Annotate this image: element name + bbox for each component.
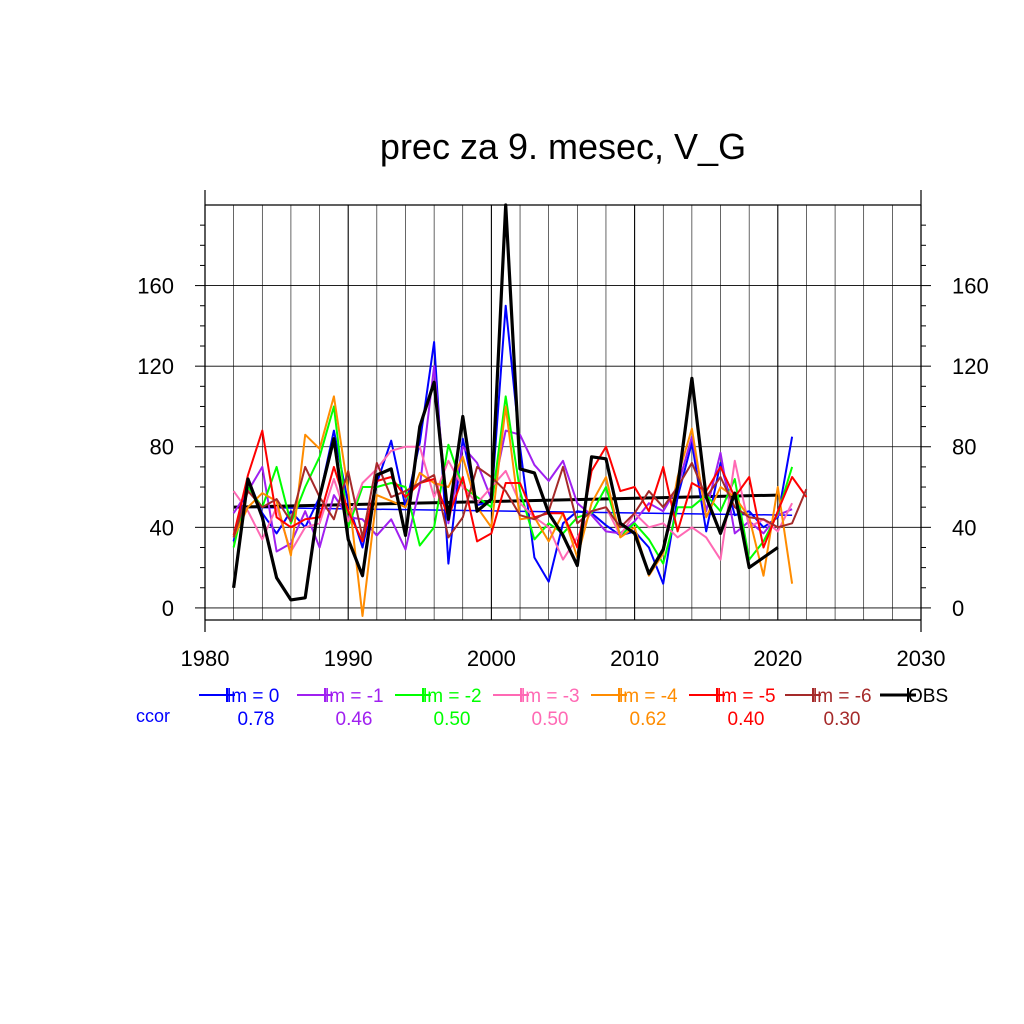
legend-label: lm = -6 (813, 686, 872, 707)
legend-label: lm = -5 (717, 686, 776, 707)
legend-ccor-value: 0.40 (728, 709, 765, 730)
legend-label: lm = -2 (423, 686, 482, 707)
y-tick-label-right: 0 (952, 596, 964, 621)
x-tick-label: 2010 (610, 646, 659, 671)
legend-ccor-value: 0.50 (532, 709, 569, 730)
y-tick-label-left: 120 (137, 354, 174, 379)
legend-ccor-value: 0.78 (238, 709, 275, 730)
series-line-obs (232, 203, 779, 602)
series-line-lm-2 (232, 395, 794, 565)
y-tick-label-right: 80 (952, 435, 976, 460)
legend-label: lm = -4 (619, 686, 678, 707)
y-tick-label-right: 40 (952, 515, 976, 540)
legend-ccor-value: 0.30 (824, 709, 861, 730)
y-tick-label-left: 40 (150, 515, 174, 540)
legend-label: OBS (908, 686, 948, 707)
series-lines (232, 203, 808, 617)
axes: 0 0 40 40 80 80 120 120 160 160 1980 1990 2000 2010 20… (137, 190, 989, 671)
x-tick-label: 1980 (181, 646, 230, 671)
x-tick-label: 1990 (324, 646, 373, 671)
ccor-label: ccor (136, 706, 170, 726)
grid (204, 205, 922, 620)
legend-ccor-value: 0.50 (434, 709, 471, 730)
y-tick-label-left: 160 (137, 274, 174, 299)
y-tick-label-left: 0 (162, 596, 174, 621)
series-line-lm-5 (232, 429, 808, 549)
legend-label: lm = 0 (227, 686, 279, 707)
chart-title: prec za 9. mesec, V_G (380, 126, 746, 167)
legend-label: lm = -3 (521, 686, 580, 707)
x-tick-label: 2020 (753, 646, 802, 671)
y-tick-label-right: 120 (952, 354, 989, 379)
legend-ccor-value: 0.46 (336, 709, 373, 730)
legend-label: lm = -1 (325, 686, 384, 707)
x-tick-label: 2030 (897, 646, 946, 671)
y-tick-label-right: 160 (952, 274, 989, 299)
series-line-lm-3 (232, 445, 793, 561)
legend-ccor-value: 0.62 (630, 709, 667, 730)
series-line-lm-6 (232, 461, 808, 539)
x-tick-label: 2000 (467, 646, 516, 671)
series-line-lm-4 (232, 395, 794, 617)
y-tick-label-left: 80 (150, 435, 174, 460)
